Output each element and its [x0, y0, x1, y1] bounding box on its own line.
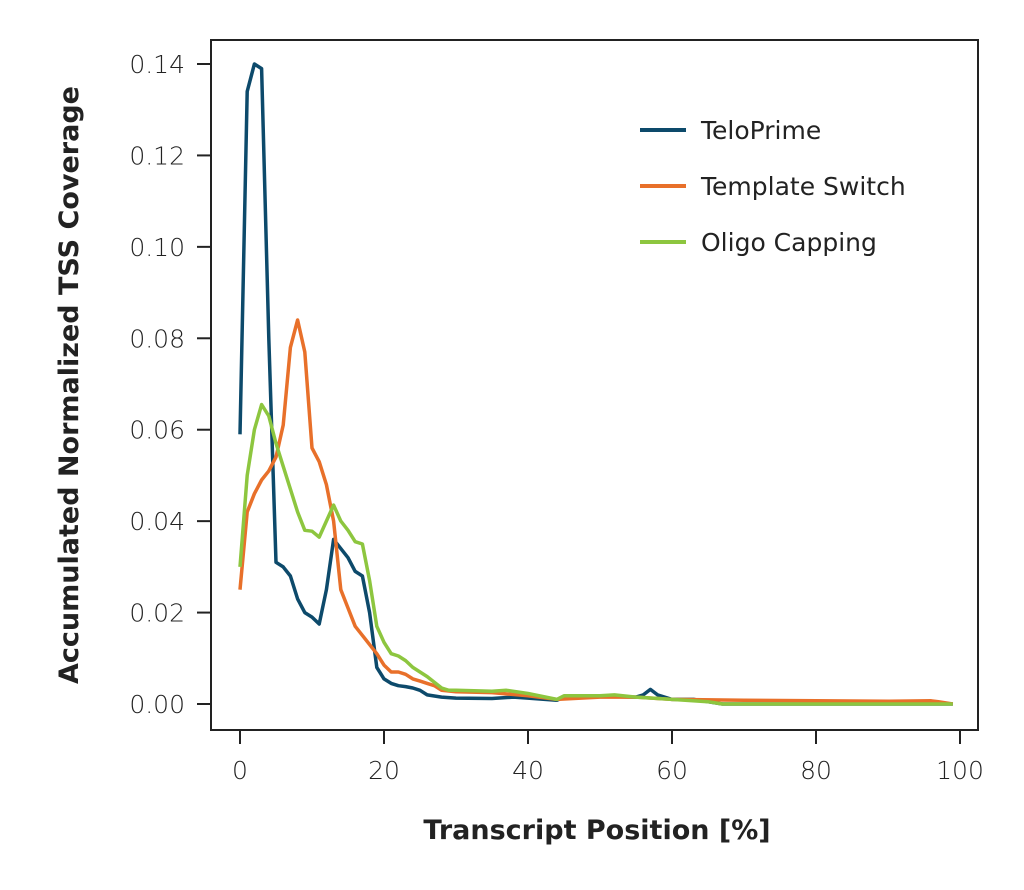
x-tick-label: 0: [232, 756, 248, 785]
y-tick-label: 0.10: [129, 233, 185, 262]
series-line-oligo-capping: [238, 402, 953, 706]
series-lines: [238, 62, 954, 706]
x-tick-label: 100: [936, 756, 984, 785]
y-tick-label: 0.14: [129, 50, 185, 79]
x-tick-label: 60: [656, 756, 688, 785]
y-tick-label: 0.06: [129, 416, 185, 445]
legend-label: Oligo Capping: [701, 228, 877, 257]
x-axis-label: Transcript Position [%]: [423, 815, 770, 846]
legend: TeloPrime Template Switch Oligo Capping: [640, 116, 906, 257]
y-tick-label: 0.08: [129, 324, 185, 353]
x-axis: 0 20 40 60 80 100: [232, 730, 984, 785]
y-axis: 0.00 0.02 0.04 0.06 0.08 0.10 0.12 0.14: [129, 50, 211, 719]
series-line-template-switch: [238, 318, 954, 706]
x-tick-label: 20: [368, 756, 400, 785]
y-tick-label: 0.00: [129, 690, 185, 719]
y-axis-label: Accumulated Normalized TSS Coverage: [54, 86, 85, 684]
y-tick-label: 0.04: [129, 507, 185, 536]
legend-label: TeloPrime: [700, 116, 821, 145]
legend-label: Template Switch: [700, 172, 906, 201]
x-tick-label: 80: [800, 756, 832, 785]
plot-frame: [210, 39, 979, 731]
y-tick-label: 0.12: [129, 141, 185, 170]
x-tick-label: 40: [512, 756, 544, 785]
y-tick-label: 0.02: [129, 599, 185, 628]
